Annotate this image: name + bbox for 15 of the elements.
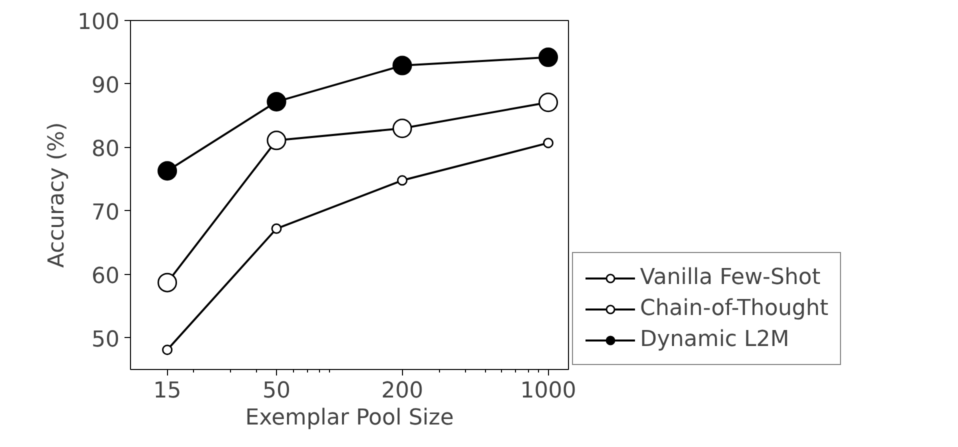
x-tick-label: 200 (381, 378, 424, 404)
x-tick-label: 50 (262, 378, 291, 404)
x-tick-label: 15 (153, 378, 182, 404)
y-tick-label: 100 (78, 10, 120, 35)
legend-label: Dynamic L2M (640, 327, 790, 352)
y-tick-label: 50 (92, 327, 120, 352)
y-tick-label: 70 (92, 200, 120, 226)
y-tick-label: 80 (92, 136, 120, 162)
y-tick-label: 60 (92, 264, 120, 289)
x-tick-label: 1000 (520, 378, 576, 404)
y-tick-label: 90 (92, 73, 120, 98)
y-axis-title: Accuracy (%) (44, 122, 70, 268)
x-axis-title: Exemplar Pool Size (245, 406, 454, 430)
legend-label: Chain-of-Thought (640, 296, 828, 321)
legend-label: Vanilla Few-Shot (640, 265, 820, 290)
